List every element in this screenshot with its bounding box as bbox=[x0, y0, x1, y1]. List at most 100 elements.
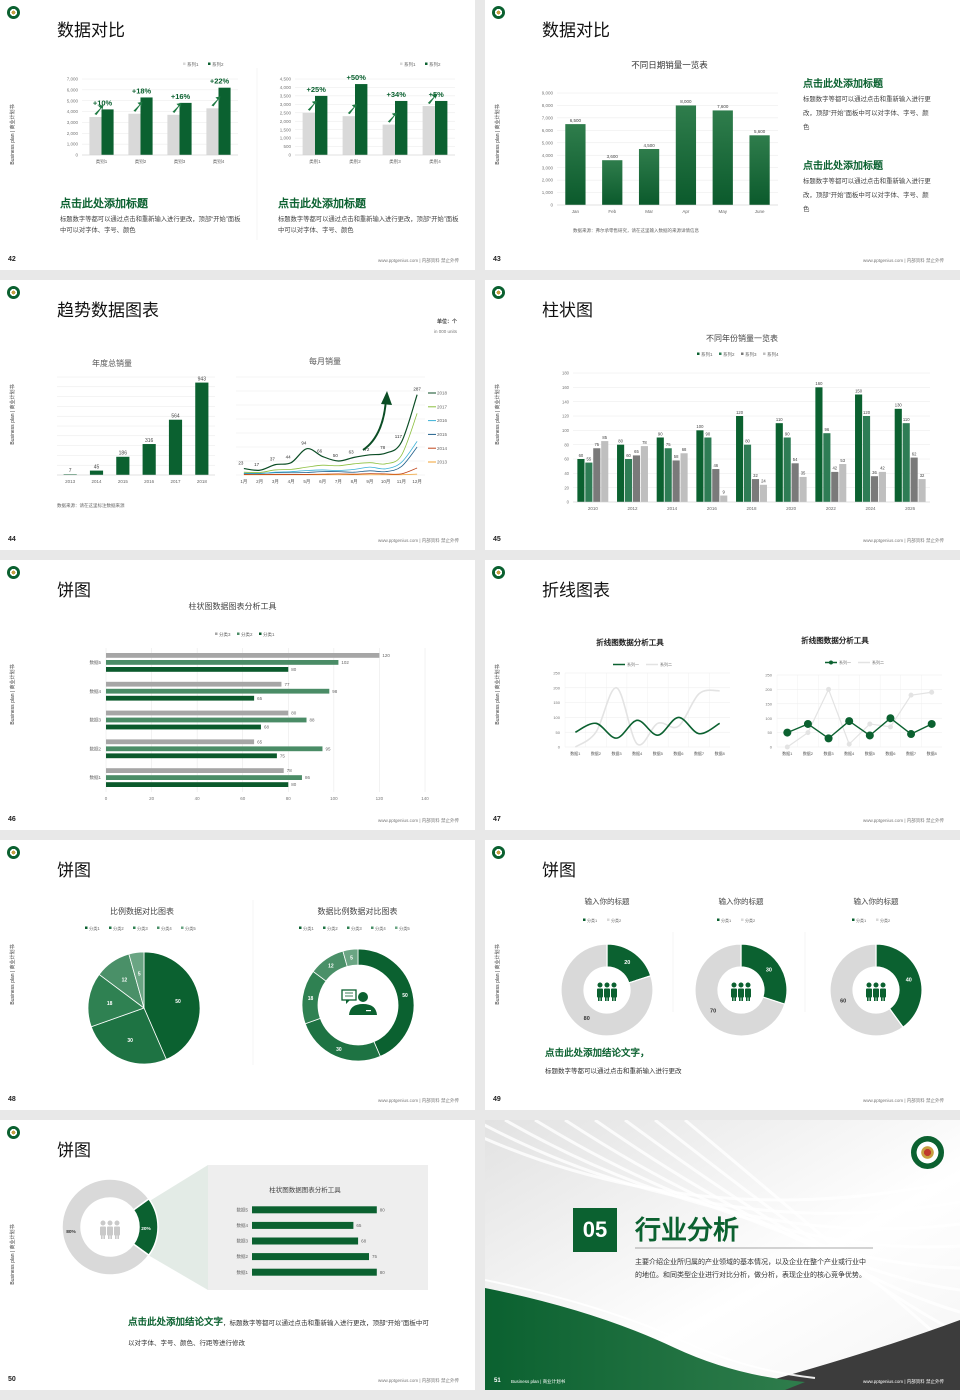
growth-arrow-icon bbox=[307, 100, 317, 111]
slide-48[interactable]: 分类1 分类2 分类3 分类4 分类5 50 30 18 12 5 分类1 分类2 分类3 分类4 分类5 5… bbox=[0, 840, 475, 1110]
x-tick-label: 类别2 bbox=[135, 158, 147, 165]
bar bbox=[791, 463, 799, 502]
y-tick-label: 1,000 bbox=[542, 190, 554, 195]
decorative-curve bbox=[654, 1120, 960, 1336]
page-number: 51 bbox=[494, 1378, 501, 1384]
legend-label: 系列二 bbox=[872, 659, 884, 665]
data-label: 80 bbox=[380, 1270, 386, 1275]
chart-title: 折线图数据分析工具 bbox=[801, 636, 869, 645]
slide-51[interactable]: 05 行业分析 主要介绍企业所归属的产业领域的基本情况，以及企业在整个产业或行业中的… bbox=[485, 1120, 960, 1390]
data-label: 42 bbox=[832, 466, 837, 471]
bar bbox=[422, 106, 435, 155]
growth-arrow-icon bbox=[387, 112, 397, 123]
slide-45[interactable]: 系列1 系列2 系列3 系列4 0 20 40 60 80 100 120 140 160 180 60 55… bbox=[485, 280, 960, 550]
page-number: 49 bbox=[493, 1096, 501, 1103]
slide-44[interactable]: 7 2013 45 2014 186 2015 316 2016 564 2017 943 2018 1… bbox=[0, 280, 475, 550]
footer-text: www.pptgenius.com | 内部资料 禁止外传 bbox=[863, 1098, 944, 1103]
x-tick-label: 11月 bbox=[397, 479, 406, 485]
data-label: 7,600 bbox=[717, 104, 729, 109]
block-heading: 点击此处添加标题 bbox=[803, 161, 883, 172]
slide-50[interactable]: 20% 80% 80 数据1 75 数据2 68 数据3 65 数据4 80 数据5 饼图 Busines… bbox=[0, 1120, 475, 1390]
y-tick-label: 1,000 bbox=[280, 136, 292, 141]
bar bbox=[252, 1268, 377, 1276]
data-point bbox=[783, 728, 792, 737]
data-label: 78 bbox=[380, 445, 386, 450]
bar bbox=[106, 775, 302, 780]
x-tick-label: 数据2 bbox=[803, 750, 814, 756]
data-label: 78 bbox=[642, 440, 647, 445]
slide-49[interactable]: 分类1 分类2 20 80 分类1 分类2 30 70 分类1 分类2 40 60 饼图 Business… bbox=[485, 840, 960, 1110]
legend-marker bbox=[876, 918, 879, 921]
data-label: 80 bbox=[745, 438, 750, 443]
conclusion-heading: 点击此处添加结论文字 bbox=[128, 1317, 224, 1328]
bar bbox=[252, 1237, 359, 1245]
data-label: 90 bbox=[706, 431, 711, 436]
data-label: 150 bbox=[855, 388, 863, 393]
footer-text: www.pptgenius.com | 内部资料 禁止外传 bbox=[378, 258, 459, 263]
x-tick-label: 数据8 bbox=[715, 750, 726, 756]
slide-graphics: 系列1 系列2 系列3 系列40204060801001201401601806055… bbox=[562, 351, 930, 511]
y-tick-label: 180 bbox=[562, 371, 570, 376]
bar bbox=[315, 95, 328, 155]
data-label: 160 bbox=[815, 381, 823, 386]
slide-47[interactable]: 系列一 系列二 0 50 100 150 200 250 数据1 数据2 数据3 数据4 数据5 数据6 数… bbox=[485, 560, 960, 830]
bar bbox=[640, 446, 648, 502]
slide-46[interactable]: 分类3 分类2 分类1 0 20 40 60 80 100 120 140 78 86 80 数据1 65 95… bbox=[0, 560, 475, 830]
data-label: 80 bbox=[291, 782, 297, 787]
y-tick-label: 数据4 bbox=[89, 688, 101, 695]
data-label: 117 bbox=[395, 434, 403, 439]
y-tick-label: 60 bbox=[564, 457, 569, 462]
y-tick-label: 150 bbox=[553, 700, 560, 705]
data-label: 65 bbox=[356, 1223, 362, 1228]
data-label: 9 bbox=[723, 489, 726, 494]
x-tick-label: 数据1 bbox=[570, 750, 581, 756]
footer-text: www.pptgenius.com | 内部资料 禁止外传 bbox=[378, 1098, 459, 1103]
data-label: 120 bbox=[736, 410, 744, 415]
side-text: Business plan | 商业计划书 bbox=[10, 104, 16, 165]
slide-43[interactable]: 0 1,000 2,000 3,000 4,000 5,000 6,000 7,000 8,00… bbox=[485, 0, 960, 270]
unit-label: 单位：个 bbox=[436, 319, 457, 325]
team-icon bbox=[866, 982, 886, 1001]
data-label: 35 bbox=[801, 471, 806, 476]
bar bbox=[106, 653, 380, 658]
legend-marker bbox=[719, 352, 722, 355]
series-line bbox=[243, 394, 418, 471]
data-label: 63 bbox=[349, 449, 355, 454]
block-body: 标题数字等都可以通过点击和重新输入进行更改，顶部“开始”面板中可以对字体、字号、… bbox=[803, 96, 931, 131]
page-number: 43 bbox=[493, 256, 501, 263]
y-tick-label: 4,000 bbox=[67, 109, 79, 114]
data-label: 32 bbox=[753, 473, 758, 478]
slide-title: 饼图 bbox=[57, 861, 91, 880]
y-tick-label: 200 bbox=[553, 685, 560, 690]
bar bbox=[140, 97, 153, 155]
slide-42[interactable]: 系列1 系列2 0 1,000 2,000 3,000 4,000 5,000 6,000 7,0… bbox=[0, 0, 475, 270]
legend-marker bbox=[400, 62, 403, 65]
pie-slice bbox=[829, 943, 904, 1037]
bar bbox=[672, 460, 680, 502]
chart-title: 输入你的标题 bbox=[718, 897, 764, 906]
slide-graphics: 系列一 系列二 0 50 100 150 200 250 数据1 数据2 数据3 数据4 数据5 数据6 数… bbox=[553, 659, 942, 756]
slide-title: 数据对比 bbox=[542, 21, 610, 40]
data-label: 68 bbox=[264, 725, 270, 730]
chart-title: 不同日期销量一览表 bbox=[631, 60, 708, 70]
bar bbox=[116, 456, 130, 475]
y-tick-label: 数据4 bbox=[236, 1222, 248, 1229]
page-number: 50 bbox=[8, 1376, 16, 1383]
x-tick-label: 数据6 bbox=[885, 750, 896, 756]
legend-marker bbox=[347, 926, 350, 929]
y-tick-label: 数据3 bbox=[89, 717, 101, 724]
legend-label: 分类2 bbox=[611, 917, 622, 923]
data-label: 110 bbox=[776, 417, 783, 422]
growth-arrow-icon bbox=[347, 104, 357, 115]
slide-graphics: 分类1 分类2 分类3 分类4 分类5 50 30 18 12 5 分类1 分类2 分类3 分类4 分类5 5… bbox=[85, 900, 415, 1065]
x-tick-label: 数据3 bbox=[823, 750, 834, 756]
data-point bbox=[803, 719, 812, 728]
x-tick-label: 9月 bbox=[366, 479, 373, 485]
x-tick-label: 类别1 bbox=[309, 158, 321, 165]
conclusion-body: 标题数字等都可以通过点击和重新输入进行更改 bbox=[545, 1068, 682, 1075]
bar bbox=[89, 470, 104, 475]
slice-label: 50 bbox=[175, 999, 181, 1005]
customer-service-icon bbox=[341, 989, 377, 1015]
y-tick-label: 7,000 bbox=[67, 77, 79, 82]
bar bbox=[577, 459, 585, 502]
